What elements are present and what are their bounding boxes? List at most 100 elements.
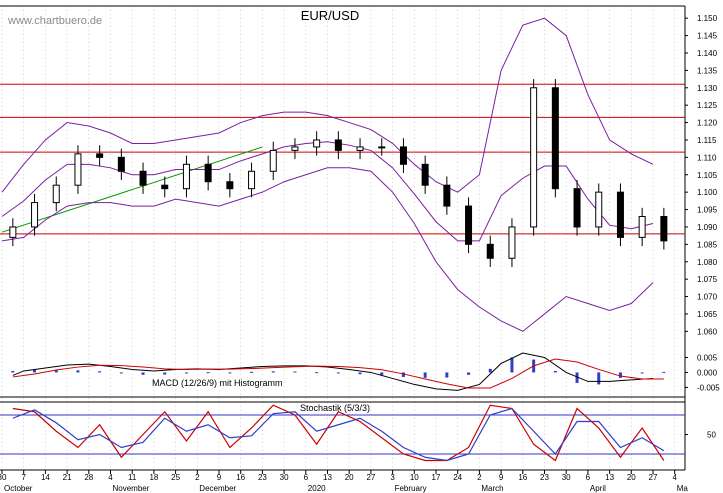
macd-histogram-bar [271,371,275,373]
x-axis-day-label: 9 [499,473,504,482]
price-y-tick-label: 1.070 [697,293,718,302]
x-axis-day-label: 16 [518,473,527,482]
x-axis-month-label: March [481,484,503,493]
macd-histogram-bar [293,371,297,373]
x-axis-month-label: November [113,484,150,493]
x-axis-month-label: April [590,484,606,493]
macd-histogram-bar [380,372,384,376]
stochastic-k-line [12,404,665,462]
candle-body [291,146,299,151]
macd-histogram-bar [662,371,666,373]
candle-body [182,163,190,190]
price-y-tick-label: 1.145 [697,32,718,41]
chart-title: EUR/USD [301,8,360,23]
candle-body [551,87,559,190]
price-y-tick-label: 1.080 [697,258,718,267]
candle-body [399,146,407,165]
candle-body [508,226,516,259]
macd-histogram-bar [141,372,145,375]
x-axis-day-label: 13 [605,473,614,482]
macd-histogram-bar [423,372,427,378]
macd-histogram-bar [228,372,232,374]
candle-body [465,205,473,245]
macd-histogram-bar [488,368,492,373]
price-panel: 1.060 1.065 1.070 1.075 1.080 1.085 1.090 1.095… [0,5,718,470]
candle-body [638,216,646,238]
x-axis-day-label: 28 [84,473,93,482]
x-axis-day-label: 4 [672,473,677,482]
price-y-tick-label: 1.125 [697,101,718,110]
candle-body [74,153,82,186]
x-axis-day-label: 30 [562,473,571,482]
price-y-tick-label: 1.140 [697,49,718,58]
x-axis-day-label: 18 [149,473,158,482]
candle-body [96,153,104,158]
watermark-text: www.chartbuero.de [7,15,102,27]
macd-histogram-bar [597,372,601,385]
price-y-tick-label: 1.085 [697,240,718,249]
macd-histogram-bar [510,357,514,373]
macd-signal-line [12,358,664,389]
x-axis-day-label: 4 [108,473,113,482]
x-axis-day-label: 23 [540,473,549,482]
x-axis-month-label: 2020 [308,484,326,493]
x-axis-day-label: 13 [323,473,332,482]
price-y-tick-label: 1.100 [697,188,718,197]
macd-histogram-bar [163,372,167,375]
macd-histogram-bar [315,372,319,374]
bollinger-upper-band [1,17,654,193]
candle-body [616,191,624,238]
macd-histogram-bar [206,372,210,374]
x-axis-day-label: 6 [586,473,591,482]
x-axis-day-label: 11 [128,473,137,482]
candle-body [31,202,39,228]
x-axis-day-label: 10 [410,473,419,482]
price-y-tick-label: 1.095 [697,206,718,215]
candle-body [660,216,668,242]
price-y-tick-label: 1.075 [697,275,718,284]
macd-y-tick-label: 0.005 [697,353,718,362]
stochastic-d-line [12,407,665,462]
macd-label: MACD (12/26/9) mit Histogramm [152,378,283,388]
x-axis-month-label: February [395,484,427,493]
x-axis-day-label: 3 [390,473,395,482]
macd-histogram-bar [640,372,644,374]
candle-body [530,87,538,228]
candle-body [573,188,581,228]
macd-histogram-bar [575,372,579,383]
macd-panel: MACD (12/26/9) mit Histogramm 0.005 0.000… [0,352,720,398]
x-axis-day-label: 20 [627,473,636,482]
price-y-tick-label: 1.135 [697,66,718,75]
macd-histogram-bar [401,372,405,377]
x-axis-day-label: 21 [63,473,72,482]
x-axis-day-label: 25 [171,473,180,482]
macd-histogram-bar [467,372,471,375]
candle-body [269,149,277,172]
price-y-tick-label: 1.120 [697,119,718,128]
x-axis-day-label: 24 [453,473,462,482]
macd-histogram-bar [11,370,15,373]
macd-histogram-bar [250,371,254,373]
candle-body [9,226,17,238]
stochastic-y-tick-label: 50 [707,431,716,440]
stochastic-panel: Stochastik (5/3/3) 50 [0,401,716,471]
macd-histogram-bar [33,369,37,373]
candle-body [117,156,125,172]
x-axis-month-label: Ma [677,484,689,493]
candle-body [486,243,494,259]
macd-y-tick-label: 0.000 [697,368,718,377]
x-axis-day-label: 2 [195,473,200,482]
price-y-tick-label: 1.065 [697,310,718,319]
x-axis-day-label: 27 [649,473,658,482]
price-y-tick-label: 1.150 [697,14,718,23]
x-axis-day-label: 9 [217,473,222,482]
stochastic-label: Stochastik (5/3/3) [300,403,370,413]
candle-body [204,163,212,183]
price-y-tick-label: 1.105 [697,171,718,180]
candle-body [161,184,169,190]
macd-line [12,352,654,391]
candle-body [378,146,386,149]
watermark: www.chartbuero.de [7,15,102,27]
trendline [1,146,263,233]
